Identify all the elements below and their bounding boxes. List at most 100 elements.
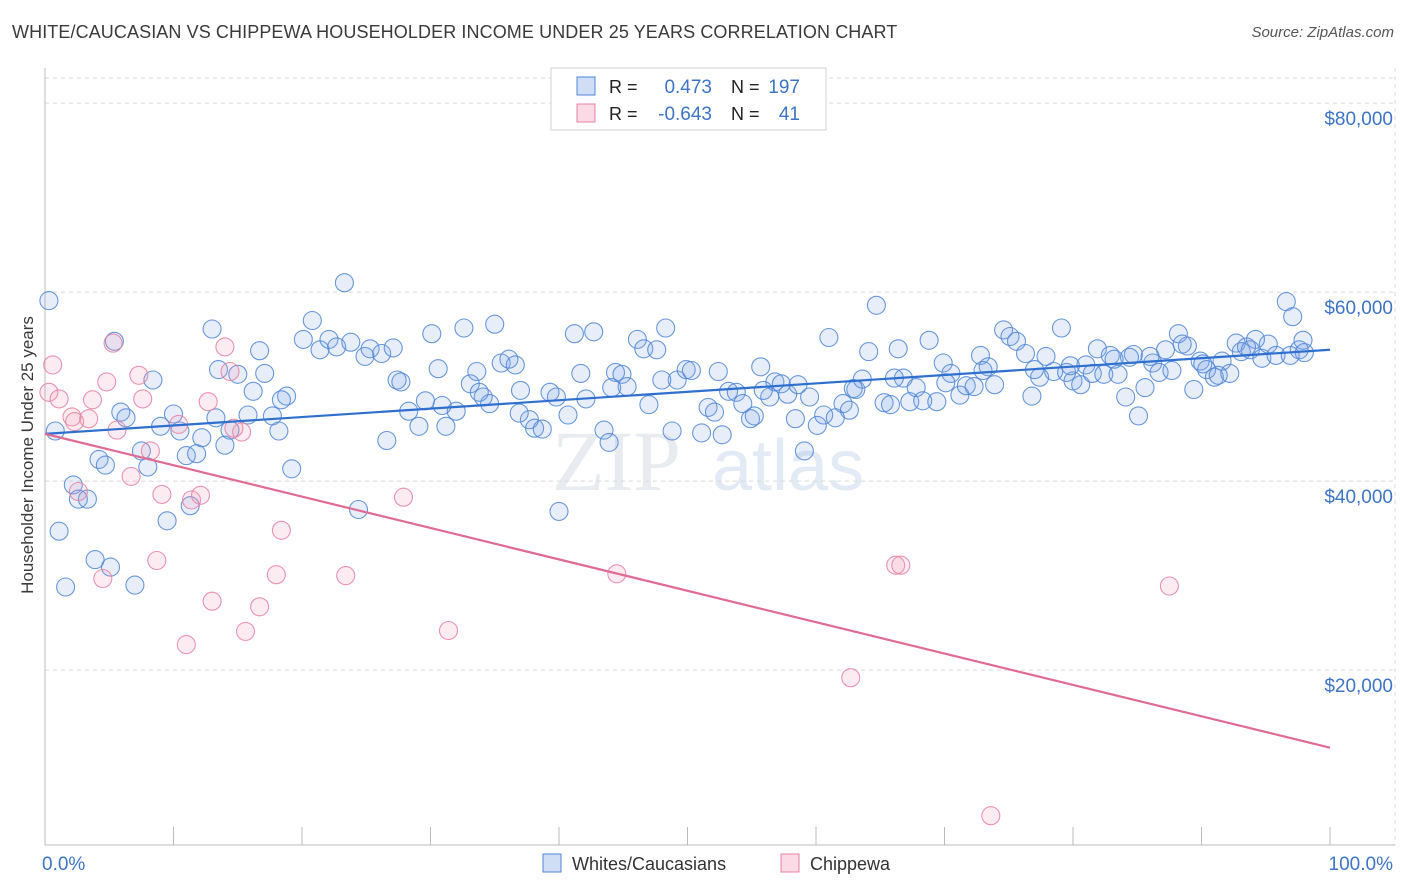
watermark-zip: ZIP bbox=[552, 413, 681, 509]
point-whites-81 bbox=[599, 432, 619, 452]
point-whites-19 bbox=[157, 511, 177, 531]
point-whites-17 bbox=[143, 370, 163, 390]
stats-legend: R = 0.473 N = 197 R = -0.643 N = 41 bbox=[550, 67, 827, 131]
point-whites-38 bbox=[282, 459, 302, 479]
point-whites-74 bbox=[549, 501, 569, 521]
point-whites-129 bbox=[927, 392, 947, 412]
point-chippewa-1 bbox=[43, 355, 63, 375]
point-whites-120 bbox=[866, 295, 886, 315]
axes bbox=[44, 68, 1395, 846]
point-whites-49 bbox=[372, 343, 392, 364]
point-chippewa-16 bbox=[147, 550, 167, 571]
point-whites-132 bbox=[950, 385, 970, 405]
point-whites-142 bbox=[1022, 386, 1042, 406]
trend-lines bbox=[44, 348, 1331, 749]
point-whites-48 bbox=[360, 339, 380, 359]
point-whites-166 bbox=[1184, 379, 1204, 400]
point-whites-3 bbox=[56, 577, 76, 597]
point-whites-130 bbox=[933, 353, 953, 373]
point-whites-102 bbox=[744, 406, 764, 426]
point-chippewa-14 bbox=[133, 389, 153, 409]
series-whites-points bbox=[39, 273, 1314, 597]
point-whites-134 bbox=[964, 377, 984, 397]
watermark-atlas: atlas bbox=[712, 426, 864, 506]
legend-n-value-2: 41 bbox=[779, 104, 800, 125]
point-whites-76 bbox=[564, 324, 584, 344]
point-whites-58 bbox=[436, 416, 456, 436]
point-whites-203 bbox=[546, 387, 566, 407]
point-whites-72 bbox=[532, 419, 552, 439]
point-whites-0 bbox=[39, 291, 59, 311]
point-whites-37 bbox=[277, 386, 297, 406]
point-whites-168 bbox=[1197, 360, 1217, 380]
point-whites-163 bbox=[1162, 360, 1182, 381]
point-whites-184 bbox=[1280, 345, 1300, 365]
point-whites-9 bbox=[95, 455, 115, 475]
point-whites-185 bbox=[1236, 337, 1257, 357]
y-axis-label: Householder Income Under 25 years bbox=[18, 316, 37, 594]
point-whites-33 bbox=[250, 341, 270, 361]
point-whites-128 bbox=[919, 330, 939, 350]
point-whites-55 bbox=[415, 391, 435, 411]
point-whites-51 bbox=[383, 338, 403, 358]
point-whites-26 bbox=[202, 319, 222, 339]
point-whites-4 bbox=[63, 475, 83, 495]
point-whites-44 bbox=[334, 273, 354, 293]
point-whites-159 bbox=[1135, 378, 1155, 398]
point-chippewa-10 bbox=[103, 333, 123, 353]
point-whites-206 bbox=[432, 395, 452, 416]
point-chippewa-30 bbox=[271, 520, 291, 540]
source-label: Source: ZipAtlas.com bbox=[1251, 24, 1394, 41]
point-whites-14 bbox=[125, 575, 145, 595]
point-chippewa-35 bbox=[841, 668, 861, 688]
point-chippewa-7 bbox=[82, 390, 103, 410]
point-whites-141 bbox=[1015, 343, 1036, 364]
point-whites-149 bbox=[1071, 375, 1091, 395]
point-whites-89 bbox=[656, 318, 676, 338]
point-chippewa-8 bbox=[93, 568, 113, 589]
point-whites-121 bbox=[874, 393, 894, 413]
point-whites-60 bbox=[454, 318, 474, 338]
point-chippewa-22 bbox=[198, 392, 218, 412]
trend-line-whites bbox=[44, 348, 1331, 435]
point-whites-40 bbox=[302, 310, 322, 331]
point-chippewa-39 bbox=[1159, 576, 1179, 596]
point-whites-127 bbox=[913, 391, 933, 411]
point-whites-34 bbox=[255, 363, 275, 383]
point-whites-111 bbox=[807, 415, 827, 435]
chart-title: WHITE/CAUCASIAN VS CHIPPEWA HOUSEHOLDER … bbox=[12, 22, 898, 42]
point-whites-180 bbox=[1283, 307, 1303, 327]
point-chippewa-5 bbox=[68, 481, 88, 502]
point-chippewa-27 bbox=[235, 621, 256, 641]
point-whites-32 bbox=[243, 381, 263, 401]
point-whites-68 bbox=[505, 355, 525, 375]
point-whites-135 bbox=[970, 345, 991, 365]
point-whites-88 bbox=[647, 340, 667, 360]
point-whites-144 bbox=[1036, 346, 1056, 366]
point-whites-194 bbox=[973, 360, 993, 381]
point-whites-62 bbox=[467, 361, 487, 382]
legend-swatch-whites bbox=[542, 853, 562, 873]
legend-label-whites: Whites/Caucasians bbox=[572, 854, 726, 874]
point-whites-207 bbox=[387, 370, 407, 390]
legend-r-value-2: -0.643 bbox=[658, 104, 712, 125]
point-whites-200 bbox=[708, 361, 728, 382]
point-whites-112 bbox=[814, 405, 834, 425]
point-whites-25 bbox=[192, 428, 212, 448]
point-whites-119 bbox=[859, 342, 879, 362]
point-whites-116 bbox=[839, 400, 859, 420]
legend-label-chippewa: Chippewa bbox=[810, 854, 891, 874]
point-whites-186 bbox=[1208, 365, 1228, 385]
point-whites-195 bbox=[936, 373, 956, 393]
point-whites-155 bbox=[1108, 364, 1128, 384]
point-whites-65 bbox=[485, 314, 505, 334]
point-whites-108 bbox=[785, 409, 805, 429]
point-whites-123 bbox=[888, 339, 908, 359]
point-whites-96 bbox=[704, 402, 725, 422]
point-chippewa-21 bbox=[190, 485, 211, 505]
point-whites-82 bbox=[605, 362, 626, 382]
point-whites-109 bbox=[794, 441, 814, 461]
point-whites-103 bbox=[751, 357, 771, 377]
point-whites-181 bbox=[1289, 340, 1309, 360]
